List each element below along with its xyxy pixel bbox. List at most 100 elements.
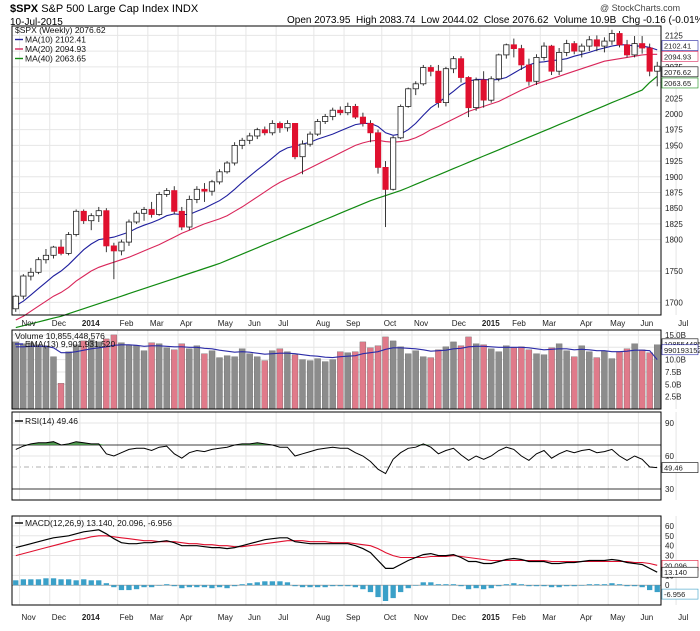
price-xlabel-1: Dec <box>52 319 66 328</box>
candle-body-52 <box>405 88 412 107</box>
macd-hist-bar-23 <box>186 585 192 588</box>
candle-body-4 <box>42 254 49 261</box>
macd-hist-bar-47 <box>367 585 374 593</box>
macd-hist-bar-3 <box>35 579 42 586</box>
close-label: Close <box>483 15 510 26</box>
candle-body-44 <box>344 106 351 114</box>
volume-bar-49 <box>382 336 389 410</box>
volume-bar-10 <box>88 339 95 410</box>
macd-hist-bar-1 <box>20 579 26 586</box>
price-ytick-label-1: 1750 <box>665 267 683 276</box>
candle-body-80 <box>616 33 623 46</box>
macd-hist-bar-18 <box>149 585 155 588</box>
volume-bar-4 <box>42 345 50 410</box>
volume-bar-40 <box>314 358 321 410</box>
price-xlabel-15: Feb <box>512 319 526 328</box>
bottom-xlabel-5: Apr <box>180 613 193 622</box>
macd-hist-bar-2 <box>28 579 34 586</box>
ma10-line <box>15 44 658 307</box>
volume-bar-22 <box>178 343 185 410</box>
candle-body-20 <box>163 190 170 195</box>
macd-hist-bar-75 <box>579 585 585 586</box>
macd-hist-bar-16 <box>133 585 140 590</box>
macd-right-signal: 20.096 <box>664 561 687 570</box>
volume-bar-67 <box>518 346 525 410</box>
macd-hist-bar-40 <box>315 585 321 588</box>
candle-body-34 <box>269 123 276 134</box>
candle-body-74 <box>571 43 578 52</box>
candle-body-48 <box>374 132 382 168</box>
bottom-xlabel-0: Nov <box>22 613 36 622</box>
macd-hist-bar-5 <box>50 578 57 586</box>
macd-hist-bar-50 <box>390 585 396 599</box>
macd-hist-bar-4 <box>43 578 49 586</box>
bottom-xlabel-17: Apr <box>580 613 593 622</box>
macd-hist-bar-76 <box>586 584 592 586</box>
candle-body-50 <box>390 137 397 190</box>
volume-bar-32 <box>254 356 261 410</box>
volume-bar-55 <box>427 357 434 410</box>
candle-body-63 <box>488 78 495 101</box>
open-value: 2073.95 <box>314 15 351 26</box>
macd-hist-bar-82 <box>631 585 638 587</box>
price-xlabel-2: 2014 <box>82 319 100 328</box>
volume-bar-56 <box>435 349 442 410</box>
rsi-ytick-label-0: 30 <box>665 485 674 494</box>
bottom-xlabel-10: Sep <box>346 613 361 622</box>
candle-body-9 <box>80 210 87 222</box>
rsi-panel-frame <box>11 411 662 501</box>
candle-body-40 <box>314 121 321 135</box>
bottom-xlabel-16: Mar <box>542 613 556 622</box>
macd-hist-bar-49 <box>382 585 389 601</box>
candle-body-28 <box>223 162 231 173</box>
bottom-xlabel-3: Feb <box>120 613 134 622</box>
bottom-xlabel-15: Feb <box>512 613 526 622</box>
macd-hist-bar-15 <box>126 585 132 591</box>
macd-hist-bar-68 <box>526 585 532 587</box>
volume-bar-16 <box>133 345 140 410</box>
price-xlabel-7: Jun <box>248 319 261 328</box>
volume-bar-46 <box>359 341 367 410</box>
candle-body-49 <box>382 166 389 190</box>
price-xlabel-14: 2015 <box>482 319 500 328</box>
candle-body-84 <box>646 47 653 72</box>
candle-body-18 <box>148 209 155 215</box>
volume-bar-65 <box>503 345 510 410</box>
volume-bar-18 <box>148 342 155 410</box>
price-xlabel-6: May <box>218 319 233 328</box>
volume-bar-53 <box>412 350 419 410</box>
candle-body-25 <box>201 188 208 192</box>
candle-body-62 <box>480 79 487 101</box>
volume-bar-21 <box>171 349 178 410</box>
volume-label: Volume <box>553 15 588 26</box>
candle-body-38 <box>299 143 306 158</box>
volume-bar-7 <box>65 351 72 410</box>
candle-body-1 <box>20 275 27 297</box>
macd-hist-bar-53 <box>413 585 419 586</box>
macd-hist-bar-38 <box>299 585 306 588</box>
candle-body-15 <box>125 221 133 243</box>
macd-hist-bar-36 <box>284 582 291 586</box>
price-ytick-label-5: 1875 <box>665 188 683 197</box>
chg-value: -0.16 (-0.01%) <box>642 15 700 26</box>
candle-body-61 <box>473 79 480 109</box>
price-xlabel-16: Mar <box>542 319 556 328</box>
candle-body-67 <box>518 48 525 66</box>
ma40-line <box>15 75 658 329</box>
macd-hist-bar-43 <box>337 585 343 587</box>
volume-bar-58 <box>450 341 457 410</box>
candle-body-47 <box>367 123 374 134</box>
candle-body-77 <box>593 39 600 47</box>
volume-bar-82 <box>631 343 638 410</box>
macd-hist-bar-6 <box>58 579 64 586</box>
macd-hist-bar-67 <box>518 584 524 586</box>
volume-bar-78 <box>601 350 608 410</box>
macd-hist-bar-0 <box>13 580 19 586</box>
price-xlabel-11: Oct <box>384 319 397 328</box>
volume-bar-73 <box>563 350 570 410</box>
volume-right-ema-box <box>661 344 699 356</box>
candle-body-71 <box>548 45 555 72</box>
volume-bar-44 <box>344 352 351 410</box>
macd-hist-bar-26 <box>209 585 215 589</box>
candle-body-31 <box>246 135 253 141</box>
